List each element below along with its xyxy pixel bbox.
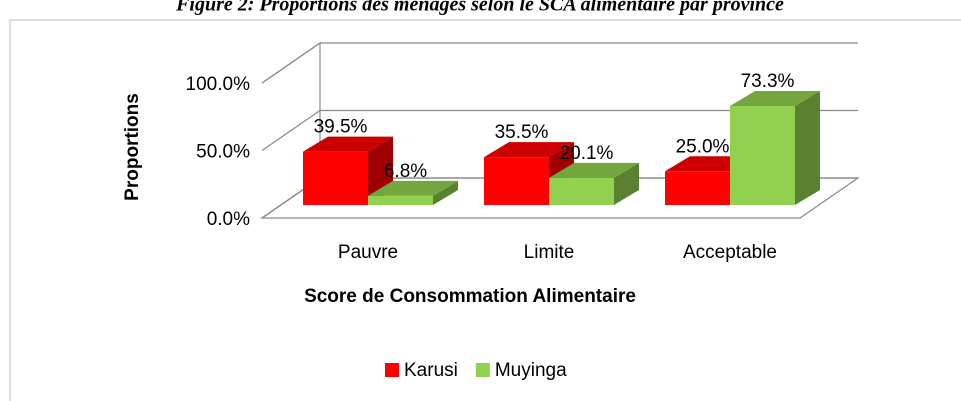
bar [368, 180, 458, 205]
data-label: 20.1% [560, 143, 614, 164]
y-axis-title: Proportions [122, 93, 143, 201]
bar-front [303, 151, 368, 205]
bar-side [614, 162, 639, 205]
x-tick-label: Acceptable [683, 242, 777, 263]
data-label: 73.3% [741, 71, 795, 92]
bar-top [549, 162, 639, 178]
bar [730, 91, 820, 205]
bar-side [433, 180, 458, 205]
bar-front [549, 177, 614, 205]
bar-front [730, 106, 795, 205]
x-tick-label: Pauvre [338, 242, 398, 263]
bar-side [795, 91, 820, 205]
chart-border [9, 19, 961, 401]
bar-top [484, 142, 574, 158]
legend-swatch [385, 363, 399, 377]
legend-label: Muyinga [495, 360, 567, 381]
x-axis-title: Score de Consommation Alimentaire [304, 286, 636, 307]
data-label: 35.5% [495, 122, 549, 143]
grid-line [261, 109, 858, 151]
x-tick-label: Limite [524, 242, 575, 263]
chart-title: Figure 2: Proportions des ménages selon … [175, 0, 784, 16]
data-label: 39.5% [314, 117, 368, 138]
y-tick-label: 0.0% [207, 209, 250, 230]
bar-front [368, 195, 433, 205]
y-tick-label: 100.0% [186, 74, 251, 95]
bar-front [484, 157, 549, 205]
bar-front [665, 171, 730, 205]
data-label: 25.0% [676, 136, 730, 157]
bar-top [303, 136, 393, 152]
y-tick-label: 50.0% [196, 142, 250, 163]
bar-top [368, 180, 458, 196]
bar [549, 162, 639, 205]
legend-label: Karusi [404, 360, 458, 381]
legend-swatch [475, 363, 490, 377]
bar-top [730, 91, 820, 107]
data-label: 6.8% [384, 161, 427, 182]
grid-line [261, 42, 858, 84]
